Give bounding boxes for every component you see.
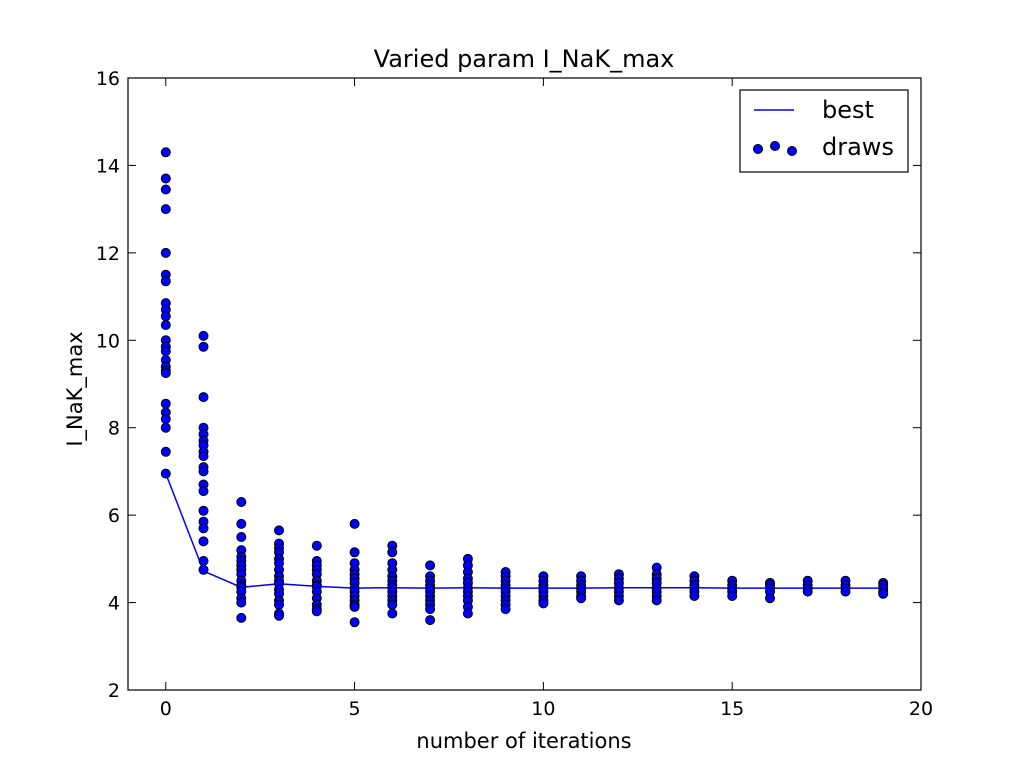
scatter-point	[387, 599, 398, 610]
scatter-point	[387, 608, 398, 619]
scatter-point	[198, 466, 209, 477]
scatter-point	[198, 556, 209, 566]
scatter-point	[198, 536, 209, 547]
x-axis-label: number of iterations	[416, 729, 631, 753]
scatter-point	[160, 147, 171, 158]
axes: 0 5 10 15 20 2 4 6 8 10 12 14 16	[96, 68, 933, 720]
y-tick-label: 6	[108, 505, 120, 527]
scatter-point	[274, 525, 284, 536]
scatter-point	[160, 184, 171, 195]
scatter-point	[236, 532, 247, 542]
legend-marker-swatch	[770, 141, 780, 151]
scatter-point	[160, 414, 171, 424]
scatter-point	[160, 468, 171, 479]
scatter-point	[613, 595, 624, 606]
scatter-point	[274, 610, 284, 621]
scatter-point	[198, 523, 209, 534]
scatter-point	[274, 599, 284, 610]
y-tick-label: 12	[96, 243, 120, 265]
scatter-point	[198, 330, 209, 341]
legend-box	[739, 89, 909, 173]
plot-area	[160, 147, 889, 628]
scatter-point	[651, 595, 662, 606]
legend-label-best: best	[822, 96, 874, 124]
chart-title: Varied param I_NaK_max	[374, 45, 675, 73]
scatter-point	[160, 346, 171, 357]
scatter-point	[198, 486, 209, 497]
scatter-point	[160, 398, 171, 409]
scatter-point	[160, 247, 171, 258]
scatter-point	[802, 586, 813, 597]
scatter-point	[425, 560, 436, 571]
x-tick-label: 10	[531, 698, 555, 720]
series-line-best	[165, 473, 884, 589]
x-tick-label: 20	[909, 698, 933, 720]
scatter-point	[840, 586, 851, 597]
scatter-point	[236, 612, 247, 623]
scatter-point	[160, 368, 171, 379]
scatter-point	[311, 606, 322, 617]
scatter-point	[236, 597, 247, 608]
scatter-point	[349, 617, 360, 628]
y-tick-label: 16	[96, 68, 120, 90]
scatter-point	[198, 392, 209, 403]
y-tick-label: 14	[96, 155, 120, 177]
scatter-point	[160, 320, 171, 330]
scatter-point	[538, 598, 549, 609]
scatter-point	[160, 204, 171, 215]
legend-marker-swatch	[787, 146, 797, 156]
x-tick-label: 0	[160, 698, 172, 720]
x-tick-label: 5	[349, 698, 361, 720]
y-tick-label: 4	[108, 593, 120, 615]
scatter-point	[198, 564, 209, 575]
scatter-point	[198, 505, 209, 516]
scatter-point	[160, 422, 171, 433]
y-tick-label: 10	[96, 330, 120, 352]
scatter-point	[349, 547, 360, 558]
scatter-point	[425, 615, 436, 626]
legend-marker-swatch	[753, 144, 763, 154]
scatter-point	[236, 518, 247, 529]
scatter-point	[311, 540, 322, 551]
y-axis-label: I_NaK_max	[63, 331, 88, 446]
scatter-point	[160, 311, 171, 322]
scatter-point	[387, 547, 398, 558]
scatter-point	[198, 341, 209, 352]
legend-label-draws: draws	[822, 133, 894, 161]
scatter-point	[765, 593, 775, 604]
scatter-point	[727, 591, 738, 601]
scatter-point	[236, 497, 247, 507]
scatter-point	[160, 276, 171, 287]
scatter-point	[160, 446, 171, 457]
scatter-point	[349, 518, 360, 529]
scatter-point	[689, 591, 700, 601]
scatter-point	[349, 601, 360, 612]
axes-frame	[127, 77, 922, 691]
x-tick-label: 15	[720, 698, 744, 720]
scatter-point	[500, 604, 511, 615]
scatter-point	[576, 593, 587, 604]
y-tick-label: 8	[108, 418, 120, 440]
scatter-point	[425, 604, 436, 615]
scatter-point	[160, 173, 171, 184]
y-tick-label: 2	[108, 680, 120, 702]
scatter-point	[878, 588, 889, 599]
scatter-point	[462, 608, 473, 619]
scatter-point	[198, 451, 209, 462]
legend: best draws	[739, 89, 909, 173]
